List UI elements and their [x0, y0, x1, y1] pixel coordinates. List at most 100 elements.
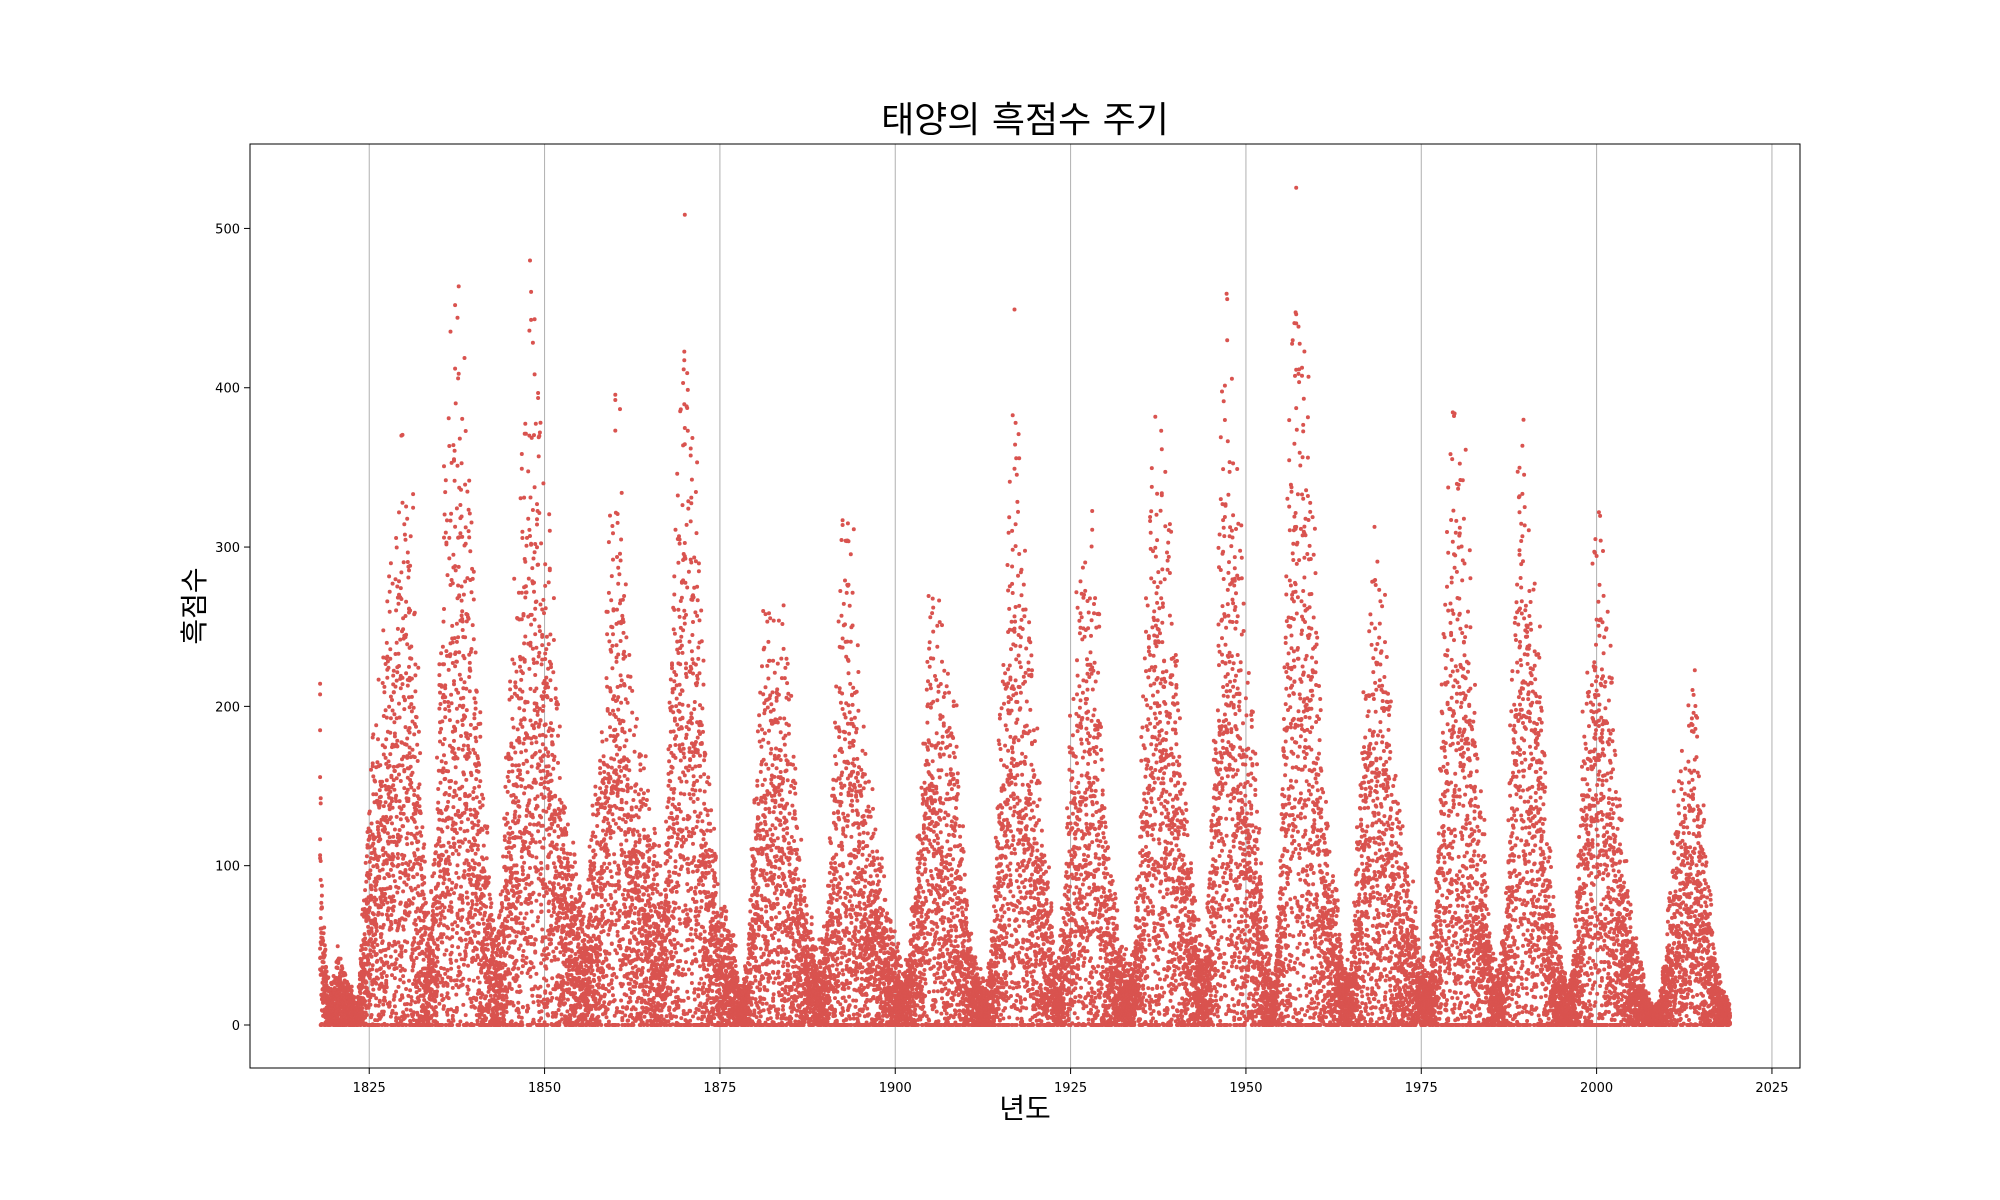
- scatter-point: [546, 754, 550, 758]
- scatter-point: [532, 943, 536, 947]
- scatter-point: [391, 894, 395, 898]
- scatter-point: [404, 505, 408, 509]
- scatter-point: [451, 928, 455, 932]
- scatter-point: [382, 876, 386, 880]
- scatter-point: [577, 942, 581, 946]
- scatter-point: [408, 564, 412, 568]
- scatter-point: [526, 700, 530, 704]
- scatter-point: [370, 1013, 374, 1017]
- scatter-point: [547, 909, 551, 913]
- scatter-point: [600, 740, 604, 744]
- scatter-point: [543, 795, 547, 799]
- scatter-point: [439, 781, 443, 785]
- scatter-point: [323, 948, 327, 952]
- scatter-point: [464, 778, 468, 782]
- scatter-point: [360, 1006, 364, 1010]
- scatter-point: [392, 712, 396, 716]
- scatter-point: [411, 902, 415, 906]
- scatter-point: [609, 836, 613, 840]
- scatter-point: [562, 953, 566, 957]
- scatter-point: [609, 777, 613, 781]
- scatter-point: [422, 958, 426, 962]
- scatter-point: [560, 801, 564, 805]
- scatter-point: [449, 512, 453, 516]
- scatter-point: [384, 815, 388, 819]
- scatter-point: [384, 800, 388, 804]
- scatter-point: [578, 913, 582, 917]
- scatter-point: [391, 674, 395, 678]
- scatter-point: [522, 708, 526, 712]
- scatter-point: [401, 676, 405, 680]
- scatter-point: [457, 965, 461, 969]
- scatter-point: [390, 821, 394, 825]
- scatter-point: [543, 562, 547, 566]
- scatter-point: [474, 852, 478, 856]
- scatter-point: [450, 817, 454, 821]
- scatter-point: [536, 868, 540, 872]
- scatter-point: [442, 844, 446, 848]
- scatter-point: [591, 812, 595, 816]
- scatter-point: [401, 824, 405, 828]
- scatter-point: [450, 624, 454, 628]
- scatter-point: [545, 946, 549, 950]
- scatter-point: [404, 600, 408, 604]
- scatter-point: [439, 921, 443, 925]
- scatter-point: [513, 810, 517, 814]
- scatter-point: [445, 886, 449, 890]
- scatter-point: [325, 970, 329, 974]
- scatter-point: [531, 837, 535, 841]
- scatter-point: [454, 871, 458, 875]
- scatter-point: [526, 942, 530, 946]
- scatter-point: [428, 946, 432, 950]
- scatter-point: [568, 934, 572, 938]
- scatter-point: [595, 907, 599, 911]
- scatter-point: [467, 931, 471, 935]
- scatter-point: [446, 700, 450, 704]
- scatter-point: [419, 866, 423, 870]
- scatter-point: [463, 837, 467, 841]
- scatter-point: [466, 849, 470, 853]
- scatter-point: [452, 682, 456, 686]
- scatter-point: [463, 680, 467, 684]
- scatter-point: [439, 869, 443, 873]
- scatter-point: [449, 779, 453, 783]
- scatter-point: [469, 723, 473, 727]
- scatter-point: [383, 784, 387, 788]
- scatter-point: [523, 886, 527, 890]
- scatter-point: [521, 868, 525, 872]
- scatter-point: [460, 585, 464, 589]
- scatter-point: [402, 560, 406, 564]
- scatter-point: [447, 859, 451, 863]
- scatter-point: [404, 987, 408, 991]
- scatter-point: [447, 444, 451, 448]
- scatter-point: [454, 822, 458, 826]
- scatter-point: [449, 967, 453, 971]
- scatter-point: [478, 710, 482, 714]
- scatter-point: [548, 567, 552, 571]
- scatter-point: [412, 940, 416, 944]
- scatter-point: [466, 902, 470, 906]
- scatter-point: [529, 290, 533, 294]
- scatter-point: [443, 513, 447, 517]
- scatter-point: [442, 620, 446, 624]
- scatter-point: [508, 687, 512, 691]
- scatter-point: [606, 848, 610, 852]
- scatter-point: [392, 905, 396, 909]
- scatter-point: [540, 910, 544, 914]
- scatter-point: [575, 1006, 579, 1010]
- scatter-point: [418, 797, 422, 801]
- scatter-point: [375, 880, 379, 884]
- scatter-point: [539, 861, 543, 865]
- scatter-point: [397, 940, 401, 944]
- scatter-point: [550, 734, 554, 738]
- scatter-point: [442, 536, 446, 540]
- scatter-point: [482, 922, 486, 926]
- scatter-point: [389, 815, 393, 819]
- scatter-point: [395, 966, 399, 970]
- scatter-point: [522, 791, 526, 795]
- scatter-point: [609, 690, 613, 694]
- scatter-point: [533, 372, 537, 376]
- scatter-point: [461, 620, 465, 624]
- scatter-point: [475, 947, 479, 951]
